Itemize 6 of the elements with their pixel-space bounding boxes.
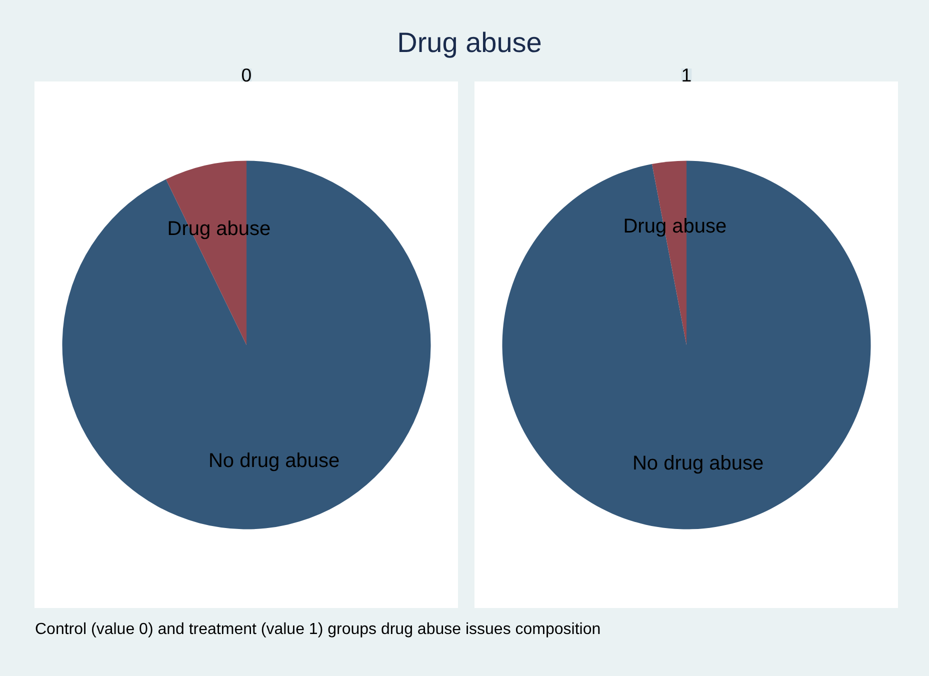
slice-label: No drug abuse: [208, 450, 340, 472]
slice-label: No drug abuse: [632, 452, 764, 475]
chart-title: 0: [241, 64, 252, 86]
text: Control (value 0) and treatment (value 1) groups drug abuse issues composition: [35, 620, 601, 640]
text: Drug abuse: [397, 26, 542, 60]
chart-title: 1: [681, 64, 692, 86]
